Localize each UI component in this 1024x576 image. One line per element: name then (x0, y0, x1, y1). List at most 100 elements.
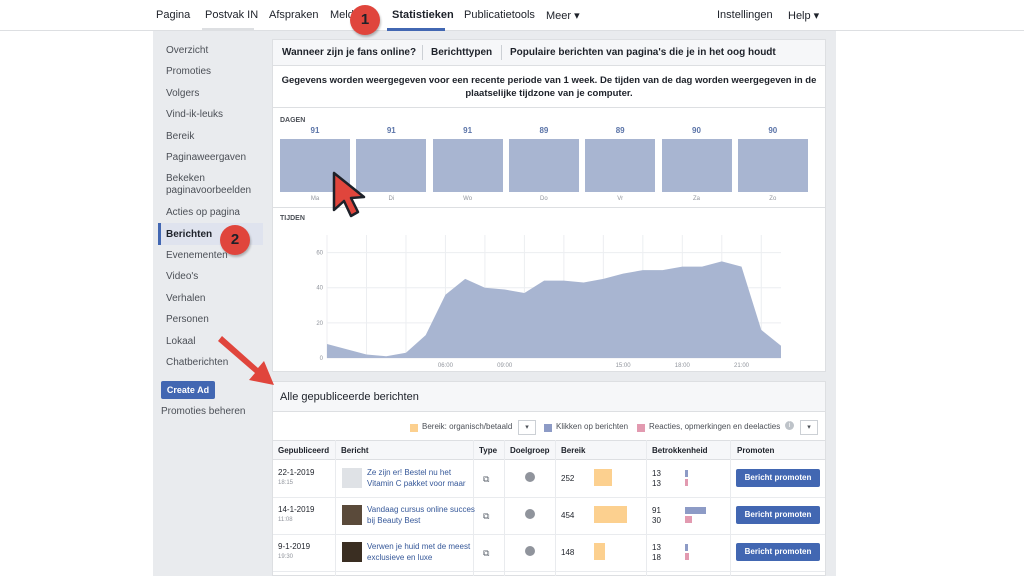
sidebar-item-promoties[interactable]: Promoties (166, 66, 212, 77)
post-time: 19:30 (278, 554, 294, 560)
top-navigation: Pagina Postvak IN Afspraken Meldi Statis… (0, 0, 1024, 31)
y-tick-label: 20 (316, 321, 323, 327)
sidebar-item-vind-ik-leuks[interactable]: Vind-ik-leuks (166, 109, 224, 120)
promoties-beheren-link[interactable]: Promoties beheren (161, 406, 246, 417)
post-engagement: 13 18 (652, 543, 661, 563)
day-value: 91 (310, 126, 320, 135)
sidebar-active-indicator (158, 223, 161, 245)
day-label: Do (540, 196, 548, 202)
nav-underline-postvak (202, 28, 254, 30)
th-gepubliceerd[interactable]: Gepubliceerd (278, 446, 330, 455)
day-label: Ma (310, 196, 320, 202)
day-value: 90 (692, 126, 701, 135)
nav-postvak-in[interactable]: Postvak IN (205, 9, 259, 21)
sidebar-item-paginavoorbeelden[interactable]: Bekeken paginavoorbeelden (166, 173, 252, 196)
days-label: DAGEN (280, 117, 306, 124)
column-divider (473, 440, 474, 576)
sidebar-item-volgers[interactable]: Volgers (166, 88, 200, 99)
x-tick-label: 09:00 (497, 363, 513, 369)
step-2-badge: 2 (220, 225, 250, 255)
sidebar-item-acties[interactable]: Acties op pagina (166, 207, 240, 218)
post-date: 22-1-2019 (278, 468, 315, 477)
posts-table-header: Gepubliceerd Bericht Type Doelgroep Bere… (273, 440, 825, 460)
day-bar[interactable] (737, 139, 808, 192)
nav-instellingen[interactable]: Instellingen (717, 9, 773, 21)
reach-bar (594, 506, 627, 523)
boost-post-button[interactable]: Bericht promoten (736, 543, 820, 561)
day-value: 91 (386, 126, 396, 135)
nav-afspraken[interactable]: Afspraken (269, 9, 319, 21)
post-link[interactable]: Verwen je huid met de meest exclusieve e… (367, 542, 471, 562)
day-bar[interactable] (356, 139, 427, 192)
legend-dropdown-2[interactable]: ▾ (800, 420, 818, 435)
boost-post-button[interactable]: Bericht promoten (736, 469, 820, 487)
sidebar-item-personen[interactable]: Personen (166, 314, 209, 325)
nav-pagina[interactable]: Pagina (156, 9, 191, 21)
th-bereik[interactable]: Bereik (561, 446, 586, 455)
tab-populaire-berichten[interactable]: Populaire berichten van pagina's die je … (510, 47, 776, 58)
globe-icon (525, 509, 535, 519)
day-label: Zo (769, 196, 777, 202)
period-info-text: Gegevens worden weergegeven voor een rec… (281, 75, 817, 99)
table-row[interactable]: 14-1-2019 11:08 Vandaag cursus online succ… (273, 498, 825, 535)
post-type-icon: ⧉ (483, 511, 490, 521)
sidebar-item-videos[interactable]: Video's (166, 271, 199, 282)
x-tick-label: 18:00 (675, 363, 691, 369)
legend-dropdown-1[interactable]: ▾ (518, 420, 536, 435)
day-label: Wo (463, 196, 473, 202)
sidebar-item-berichten[interactable]: Berichten (166, 229, 213, 240)
column-divider (646, 440, 647, 576)
sidebar-item-evenementen[interactable]: Evenementen (166, 250, 228, 261)
post-type-icon: ⧉ (483, 474, 490, 484)
th-betrokkenheid[interactable]: Betrokkenheid (652, 446, 708, 455)
tab-separator (501, 45, 502, 60)
sidebar-item-paginaweergaven[interactable]: Paginaweergaven (166, 152, 247, 163)
post-link[interactable]: Vandaag cursus online succes bij Beauty … (367, 505, 475, 525)
sidebar-item-overzicht[interactable]: Overzicht (166, 45, 209, 56)
legend-swatch-reactions (637, 424, 645, 432)
table-row[interactable]: 22-1-2019 18:15 Ze zijn er! Bestel nu het … (273, 461, 825, 498)
day-label: Di (388, 196, 395, 202)
tab-fans-online[interactable]: Wanneer zijn je fans online? (282, 47, 417, 58)
th-type[interactable]: Type (479, 446, 498, 455)
clicks-value: 13 (652, 469, 661, 478)
post-type-icon: ⧉ (483, 548, 490, 558)
divider (273, 207, 825, 208)
post-thumbnail[interactable] (342, 468, 362, 488)
post-time: 18:15 (278, 480, 294, 486)
post-thumbnail[interactable] (342, 542, 362, 562)
th-bericht[interactable]: Bericht (341, 446, 369, 455)
nav-publicatietools[interactable]: Publicatietools (464, 9, 535, 21)
post-thumbnail[interactable] (342, 505, 362, 525)
th-doelgroep[interactable]: Doelgroep (510, 446, 550, 455)
day-bar[interactable] (432, 139, 503, 192)
sidebar-item-verhalen[interactable]: Verhalen (166, 293, 206, 304)
clicks-bar (685, 507, 706, 514)
day-bar[interactable] (508, 139, 579, 192)
post-reach: 148 (561, 548, 575, 557)
info-icon[interactable]: i (785, 421, 794, 430)
sidebar-item-bereik[interactable]: Bereik (166, 131, 195, 142)
column-divider (504, 440, 505, 576)
create-ad-button[interactable]: Create Ad (161, 381, 215, 399)
post-link[interactable]: Ze zijn er! Bestel nu het Vitamin C pakk… (367, 468, 466, 488)
day-bar[interactable] (585, 139, 656, 192)
y-tick-label: 60 (316, 251, 323, 257)
sidebar-item-chatberichten[interactable]: Chatberichten (166, 357, 229, 368)
nav-active-underline (387, 28, 445, 31)
column-divider (335, 440, 336, 576)
nav-meldingen[interactable]: Meldi (330, 9, 357, 21)
column-divider (555, 440, 556, 576)
nav-statistieken[interactable]: Statistieken (392, 9, 454, 21)
day-bar[interactable] (661, 139, 732, 192)
post-reach: 454 (561, 511, 575, 520)
post-time: 11:08 (278, 517, 293, 523)
posts-header: Alle gepubliceerde berichten (273, 382, 825, 412)
post-engagement: 13 13 (652, 469, 661, 489)
nav-meer-dropdown[interactable]: Meer ▾ (546, 10, 580, 22)
table-row[interactable]: 9-1-2019 19:30 Verwen je huid met de meest… (273, 535, 825, 572)
boost-post-button[interactable]: Bericht promoten (736, 506, 820, 524)
nav-help-dropdown[interactable]: Help ▾ (788, 10, 820, 22)
tab-berichttypen[interactable]: Berichttypen (431, 47, 493, 58)
sidebar-item-lokaal[interactable]: Lokaal (166, 336, 196, 347)
